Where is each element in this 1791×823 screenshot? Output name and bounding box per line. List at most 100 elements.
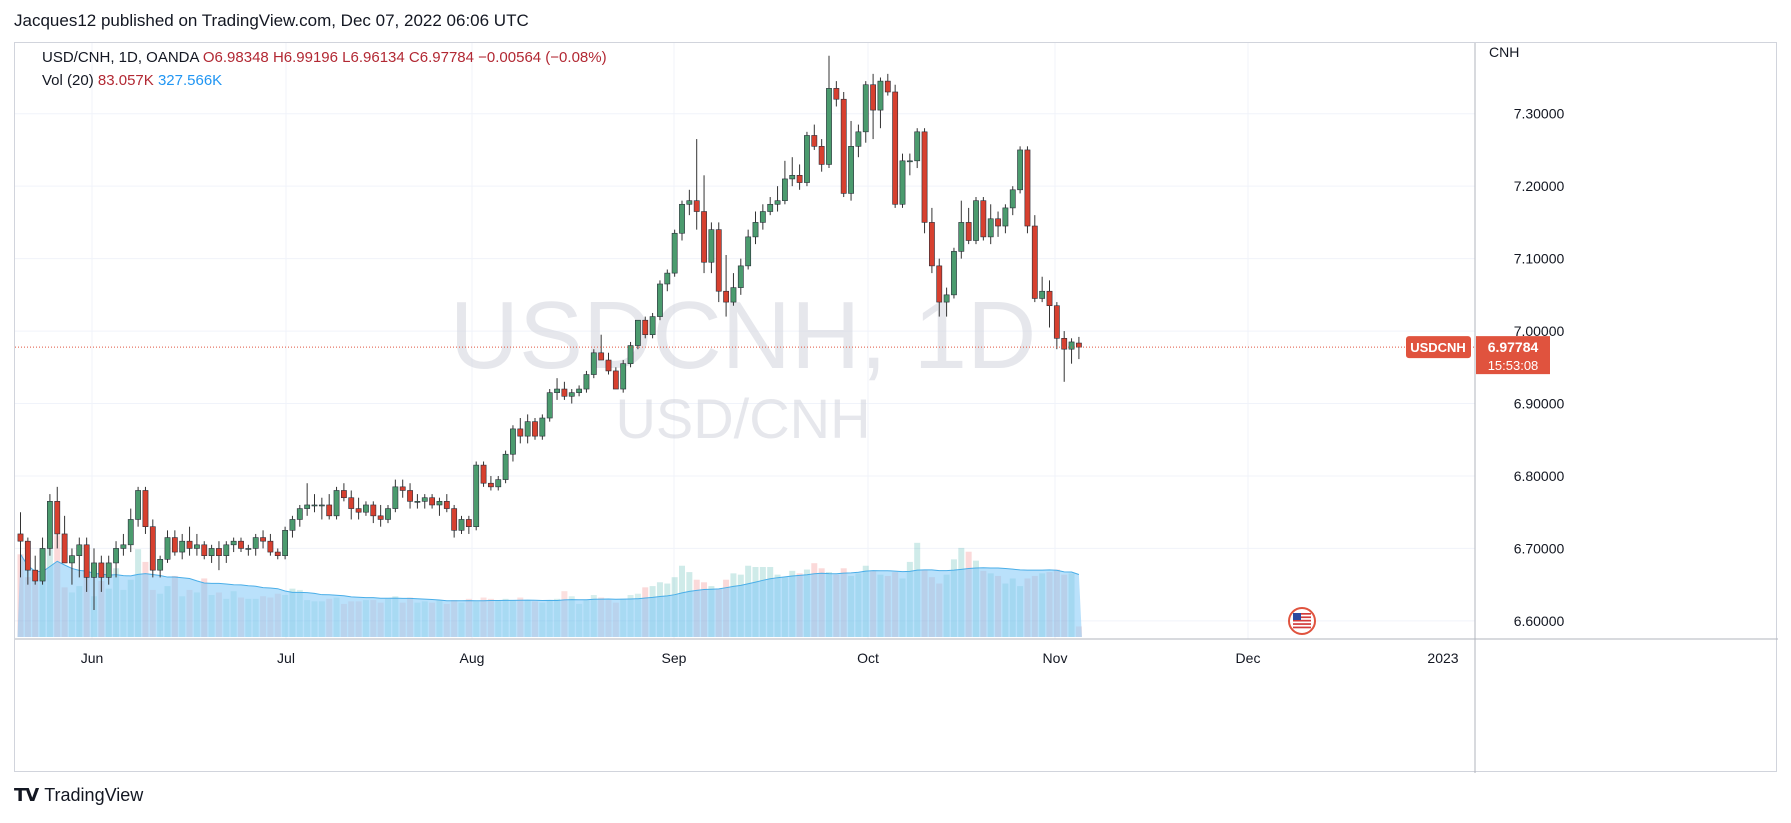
candle-body xyxy=(965,222,972,241)
candle xyxy=(715,222,722,303)
legend-vol-value: 83.057K xyxy=(97,72,154,89)
time-tick-label: Aug xyxy=(460,650,485,666)
candle-body xyxy=(208,548,215,556)
candle-body xyxy=(216,548,222,556)
candle xyxy=(69,548,75,585)
candle xyxy=(649,312,656,339)
candle-body xyxy=(157,559,164,571)
candle-body xyxy=(583,374,590,390)
chart-frame[interactable]: USDCNH, 1D USD/CNH USDCNH 6.97784 15:53:08… xyxy=(14,42,1778,773)
candle xyxy=(723,255,729,317)
candle xyxy=(98,555,105,592)
candle-body xyxy=(46,501,53,549)
price-tick-label: 6.90000 xyxy=(1514,396,1565,412)
candle-body xyxy=(804,135,810,183)
candle xyxy=(737,258,744,295)
candle-body xyxy=(135,490,141,520)
candle xyxy=(296,504,303,527)
candle xyxy=(24,537,31,585)
candle xyxy=(701,175,707,274)
candle-body xyxy=(179,540,186,553)
candle xyxy=(274,548,281,560)
price-tick-label: 7.00000 xyxy=(1514,323,1565,339)
candle-body xyxy=(127,519,134,546)
candle-layer xyxy=(17,55,1082,611)
legend-change: −0.00564 (−0.08%) xyxy=(478,49,607,66)
candle-body xyxy=(465,519,472,527)
candle xyxy=(627,341,634,368)
candle xyxy=(906,153,913,176)
candle xyxy=(686,189,693,216)
candle xyxy=(583,370,590,393)
candle xyxy=(1024,146,1031,234)
candle-body xyxy=(892,91,899,205)
candle xyxy=(363,501,369,516)
candle xyxy=(385,504,391,524)
price-axis: 6.60000 6.70000 6.80000 6.90000 7.00000 7.100… xyxy=(1474,43,1565,773)
candle-body xyxy=(76,544,83,556)
candle-body xyxy=(230,540,237,546)
candle-body xyxy=(774,200,781,205)
candle-body xyxy=(995,218,1001,227)
candle xyxy=(965,207,972,245)
tradingview-brand[interactable]: TV TradingView xyxy=(14,785,143,806)
candle xyxy=(884,73,891,96)
candle-body xyxy=(98,562,105,578)
candle-body xyxy=(1068,341,1075,350)
candle xyxy=(767,197,774,216)
candle-body xyxy=(987,218,994,238)
candle-body xyxy=(914,131,921,162)
time-axis: Jun Jul Aug Sep Oct Nov Dec 2023 xyxy=(15,638,1778,666)
candle xyxy=(598,334,605,361)
candle-body xyxy=(818,146,825,165)
candle-body xyxy=(693,200,700,212)
legend-vol-label: Vol (20) xyxy=(42,72,94,89)
candle-body xyxy=(848,146,854,194)
candle-body xyxy=(708,229,715,263)
candle xyxy=(899,153,906,208)
price-tick-label: 6.60000 xyxy=(1514,613,1565,629)
candle xyxy=(973,197,979,245)
price-tick-label: 7.10000 xyxy=(1514,251,1565,267)
candle-body xyxy=(1046,290,1053,307)
candle xyxy=(377,504,384,527)
brand-name: TradingView xyxy=(44,785,144,805)
candle xyxy=(921,128,928,234)
candle-body xyxy=(715,229,722,292)
candle-body xyxy=(436,501,443,506)
candle xyxy=(436,497,443,516)
flag-stripe xyxy=(1293,626,1311,629)
candle xyxy=(1039,276,1046,303)
candle xyxy=(407,483,413,509)
time-tick-label: Dec xyxy=(1236,650,1261,666)
candle-body xyxy=(480,464,487,484)
candle xyxy=(186,526,193,556)
candle-body xyxy=(164,537,171,560)
candle xyxy=(340,483,347,502)
candle xyxy=(480,461,487,487)
price-chart[interactable]: USDCNH, 1D USD/CNH USDCNH 6.9778415:53:08… xyxy=(15,43,1778,773)
candle xyxy=(679,200,685,241)
candle-body xyxy=(340,490,347,499)
candle-body xyxy=(120,544,127,549)
candle xyxy=(487,475,494,491)
candle xyxy=(951,247,957,299)
volume-legend: Vol (20) 83.057K 327.566K xyxy=(42,72,222,89)
time-tick-label: Nov xyxy=(1043,650,1068,666)
candle xyxy=(576,385,582,397)
candle-body xyxy=(149,526,156,571)
candle xyxy=(473,461,480,531)
candle-body xyxy=(781,178,788,201)
candle xyxy=(590,349,597,379)
candle xyxy=(32,555,39,585)
price-tick-label: 6.70000 xyxy=(1514,540,1565,556)
candle xyxy=(223,541,230,563)
volume-ma-layer xyxy=(17,554,1082,637)
candle-body xyxy=(385,508,391,520)
candle-body xyxy=(348,497,355,509)
candle xyxy=(1046,280,1053,328)
currency-label: CNH xyxy=(1489,44,1519,60)
candle xyxy=(326,494,333,520)
candle xyxy=(664,269,671,292)
candle xyxy=(179,533,186,560)
